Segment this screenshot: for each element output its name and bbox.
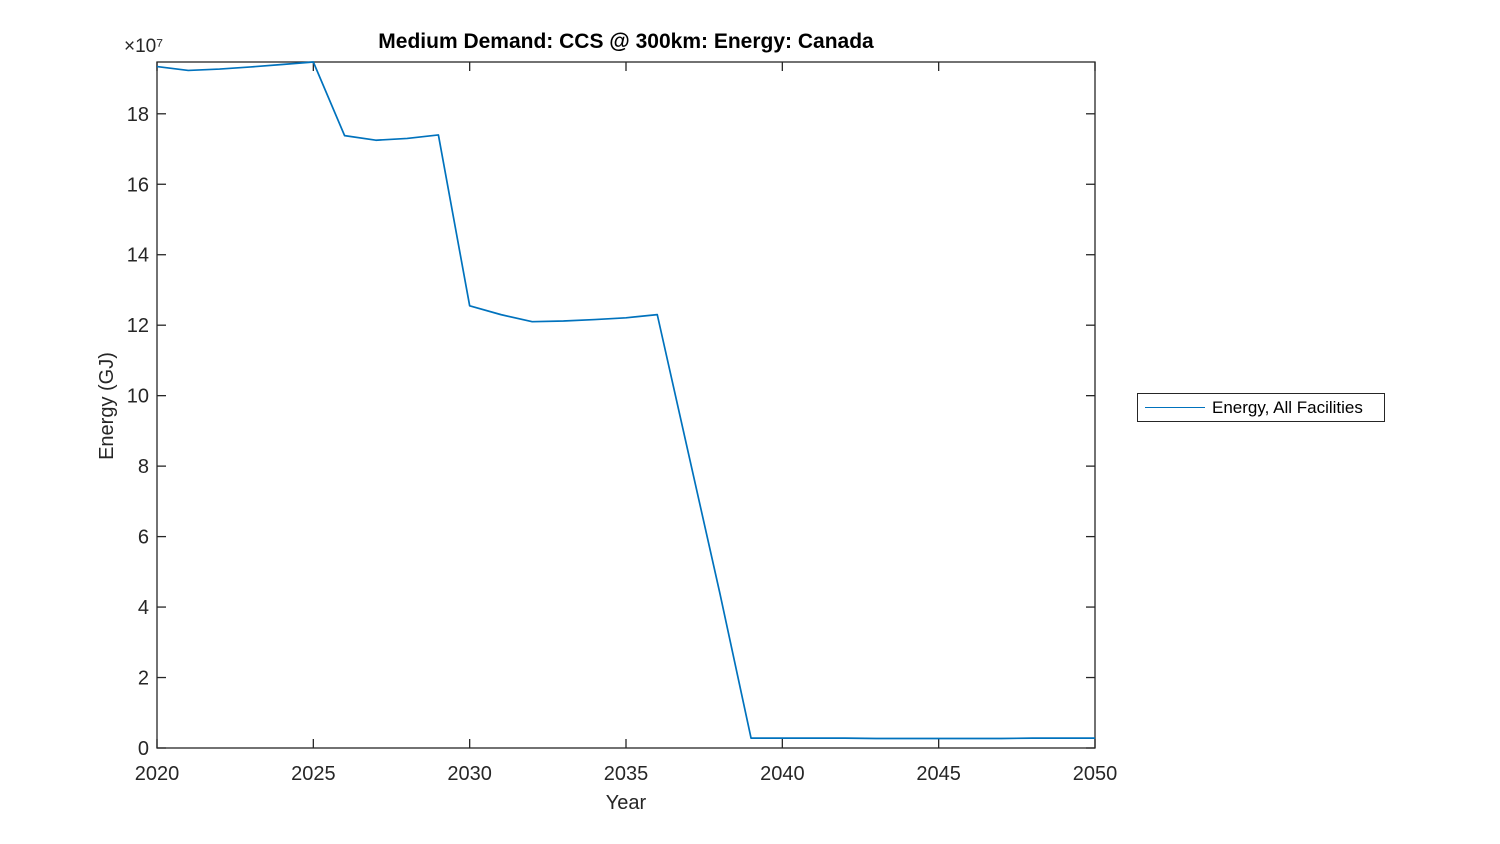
y-tick-label: 4 (138, 597, 149, 619)
y-tick-label: 12 (127, 315, 149, 337)
x-tick-label: 2035 (604, 763, 649, 785)
series-line (156, 61, 1095, 740)
x-tick-label: 2040 (760, 763, 805, 785)
x-tick-label: 2050 (1073, 763, 1118, 785)
y-tick-label: 18 (127, 104, 149, 126)
y-tick-label: 2 (138, 668, 149, 690)
legend: Energy, All Facilities (1137, 393, 1385, 422)
y-tick-label: 16 (127, 174, 149, 196)
x-axis-label: Year (605, 792, 647, 814)
chart-title: Medium Demand: CCS @ 300km: Energy: Cana… (378, 30, 874, 53)
axes-box (156, 61, 1096, 749)
x-tick-label: 2025 (291, 763, 336, 785)
y-tick-label: 8 (138, 456, 149, 478)
x-tick-label: 2030 (447, 763, 492, 785)
y-tick-label: 14 (127, 245, 149, 267)
legend-entry-label: Energy, All Facilities (1212, 397, 1363, 417)
y-tick-label: 10 (127, 386, 149, 408)
x-tick-label: 2045 (916, 763, 961, 785)
y-tick-label: 6 (138, 527, 149, 549)
y-axis-multiplier: ×10⁷ (124, 36, 164, 57)
x-tick-label: 2020 (135, 763, 180, 785)
legend-line-sample (1145, 407, 1205, 408)
y-tick-label: 0 (138, 738, 149, 760)
